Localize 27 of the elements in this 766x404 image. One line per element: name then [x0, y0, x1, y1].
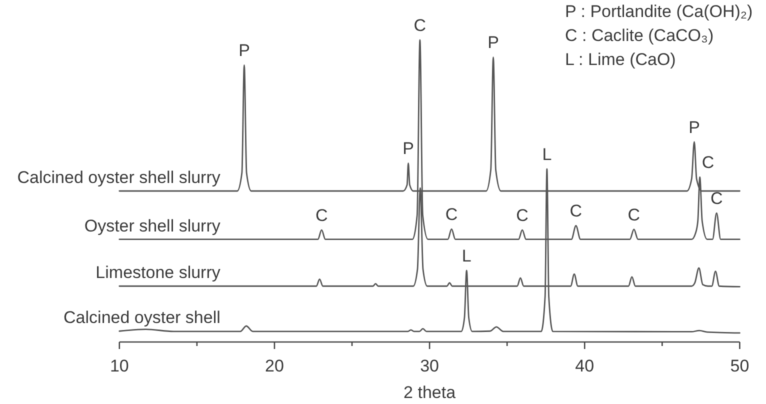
annotation: C: [516, 205, 528, 224]
x-tick-label: 20: [265, 356, 284, 376]
annotation: P: [402, 138, 414, 158]
annotation: C: [315, 205, 328, 224]
series-label: Calcined oyster shell: [64, 308, 220, 327]
series-label: Limestone slurry: [96, 262, 221, 282]
text: P : Portlandite (Ca(OH)₂): [565, 2, 753, 20]
annotation: C: [628, 204, 640, 224]
annotation: P: [238, 40, 250, 60]
annotation: C: [445, 204, 458, 224]
annotation: C: [414, 16, 426, 34]
x-tick-label: 10: [110, 356, 129, 376]
x-axis-title: 2 theta: [404, 382, 456, 402]
annotation: C : Caclite (CaCO₃): [565, 26, 714, 44]
annotation: L : Lime (CaO): [565, 50, 676, 68]
series-label: Oyster shell slurry: [84, 216, 221, 235]
annotation: C: [570, 201, 582, 220]
annotation: L: [542, 144, 552, 164]
x-tick-label: 50: [730, 356, 750, 376]
annotation: L: [462, 246, 472, 265]
annotation: P: [488, 32, 499, 52]
annotation: C: [710, 188, 723, 208]
series-label: Calcined oyster shell slurry: [17, 168, 221, 186]
annotation: C: [702, 152, 714, 172]
annotation: P: [688, 117, 700, 136]
x-tick-label: 30: [420, 356, 440, 376]
x-tick-label: 40: [575, 356, 594, 376]
